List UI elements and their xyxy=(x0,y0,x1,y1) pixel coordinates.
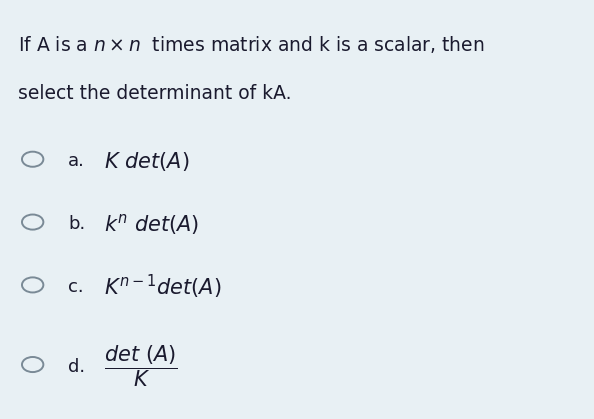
Text: a.: a. xyxy=(68,153,85,170)
Text: c.: c. xyxy=(68,278,84,296)
Text: d.: d. xyxy=(68,358,86,375)
Text: $K\ det(A)$: $K\ det(A)$ xyxy=(104,150,189,173)
Text: $K^{n-1}det(A)$: $K^{n-1}det(A)$ xyxy=(104,273,222,301)
Text: b.: b. xyxy=(68,215,86,233)
Text: $\dfrac{det\ (A)}{K}$: $\dfrac{det\ (A)}{K}$ xyxy=(104,344,178,389)
Text: $k^{n}\ det(A)$: $k^{n}\ det(A)$ xyxy=(104,212,199,237)
Text: select the determinant of kA.: select the determinant of kA. xyxy=(18,84,291,103)
Text: If A is a $n \times n$  times matrix and k is a scalar, then: If A is a $n \times n$ times matrix and … xyxy=(18,34,484,54)
